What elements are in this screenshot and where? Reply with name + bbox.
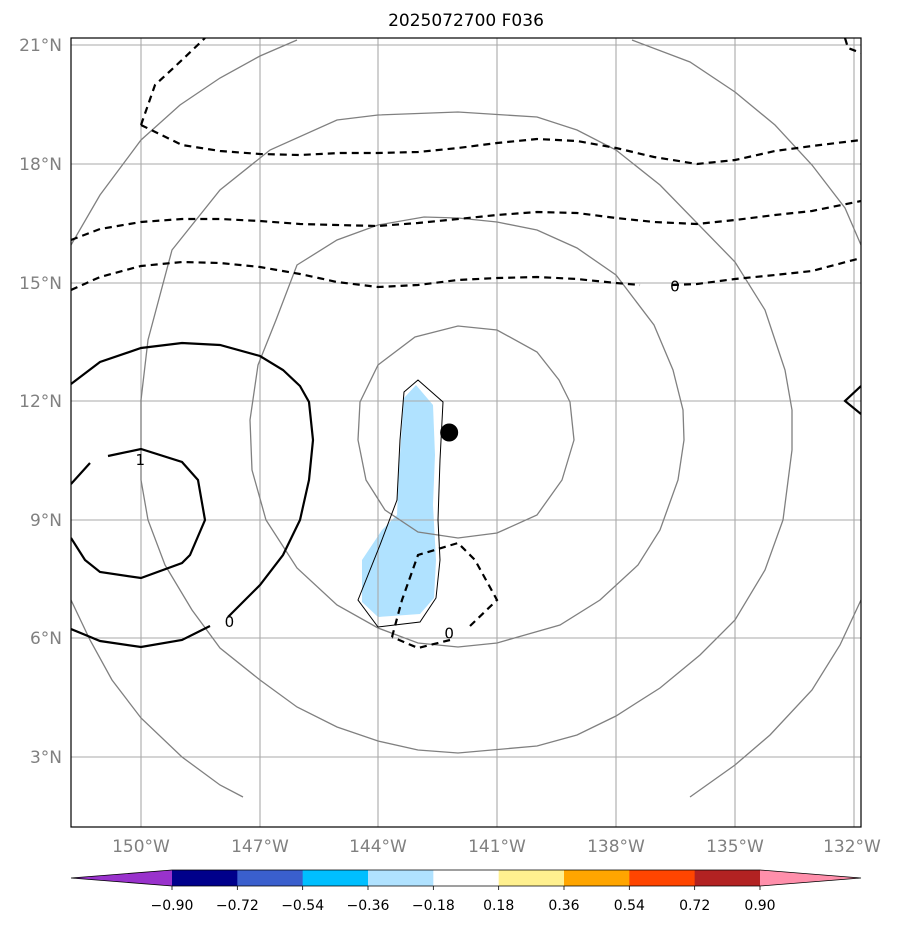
lon-tick-label: 144°W [349, 837, 407, 857]
distance-circle-7 [689, 599, 861, 798]
colorbar-tick-label: 0.36 [548, 898, 579, 914]
colorbar-segment [498, 870, 565, 886]
lon-tick-label: 138°W [587, 837, 645, 857]
distance-circle-6 [71, 599, 244, 798]
graticule [71, 38, 861, 827]
lat-tick-label: 12°N [19, 392, 62, 412]
distance-circle-5 [631, 39, 861, 246]
colorbar-extend-low [71, 870, 172, 886]
dashed-contour-18n [140, 124, 861, 166]
solid-contour-east [843, 385, 861, 415]
longitude-tick-labels: 150°W 147°W 144°W 141°W 138°W 135°W 132°… [112, 837, 881, 857]
dashed-contour-15n [71, 256, 861, 292]
colorbar-segment [302, 870, 369, 886]
lat-tick-label: 6°N [30, 629, 62, 649]
lon-tick-label: 141°W [468, 837, 526, 857]
colorbar-tick-label: 0.54 [614, 898, 645, 914]
dashed-contour-16n [71, 199, 861, 242]
colorbar-tick-label: 0.90 [744, 898, 775, 914]
distance-circle-1 [357, 325, 575, 539]
lat-tick-label: 3°N [30, 748, 62, 768]
lon-tick-label: 147°W [231, 837, 289, 857]
distance-circles [71, 39, 861, 798]
colorbar-tick-label: −0.18 [412, 898, 455, 914]
lat-tick-label: 18°N [19, 155, 62, 175]
solid-contour-0 [71, 341, 315, 649]
colorbar-segment [564, 870, 630, 886]
map-title: 2025072700 F036 [388, 11, 544, 31]
shaded-region-negative [362, 385, 436, 617]
contour-labels: 0 1 0 0 [136, 278, 680, 643]
contour-label: 0 [225, 613, 235, 631]
lon-tick-label: 132°W [823, 837, 881, 857]
distance-circle-2 [249, 216, 685, 648]
contour-label: 1 [136, 451, 146, 469]
contour-label: 0 [670, 278, 680, 296]
dashed-contour-loop [390, 541, 499, 650]
dashed-contour-north [139, 38, 206, 126]
solid-contours [71, 341, 861, 649]
colorbar-tick-label: 0.72 [679, 898, 710, 914]
map-frame [70, 37, 862, 828]
lat-tick-label: 15°N [19, 274, 62, 294]
colorbar-segment [237, 870, 304, 886]
colorbar-tick-label: −0.90 [151, 898, 194, 914]
distance-circle-3 [140, 111, 793, 754]
dashed-contour-corner [843, 38, 861, 55]
map-plot-area: 0 1 0 0 [71, 38, 861, 827]
lat-tick-label: 21°N [19, 36, 62, 56]
colorbar-segment [433, 870, 500, 886]
lon-tick-label: 135°W [706, 837, 764, 857]
distance-circle-4 [71, 39, 298, 246]
colorbar-tick-label: −0.36 [347, 898, 390, 914]
solid-contour-1 [71, 447, 207, 580]
colorbar-extend-high [760, 870, 861, 886]
lon-tick-label: 150°W [112, 837, 170, 857]
latitude-tick-labels: 21°N 18°N 15°N 12°N 9°N 6°N 3°N [19, 36, 62, 768]
colorbar-tick-label: 0.18 [483, 898, 514, 914]
contour-label: 0 [444, 625, 454, 643]
colorbar-tick-label: −0.72 [216, 898, 259, 914]
shaded-region-outline [357, 379, 444, 628]
storm-center-marker [440, 423, 459, 442]
colorbar-segment [368, 870, 434, 886]
colorbar-segment [629, 870, 696, 886]
colorbar-segment [172, 870, 238, 886]
lat-tick-label: 9°N [30, 511, 62, 531]
colorbar-segment [694, 870, 761, 886]
colorbar: −0.90 −0.72 −0.54 −0.36 −0.18 0.18 0.36 0.54 0.7… [70, 869, 862, 914]
colorbar-tick-label: −0.54 [281, 898, 324, 914]
dashed-contours [71, 38, 861, 650]
